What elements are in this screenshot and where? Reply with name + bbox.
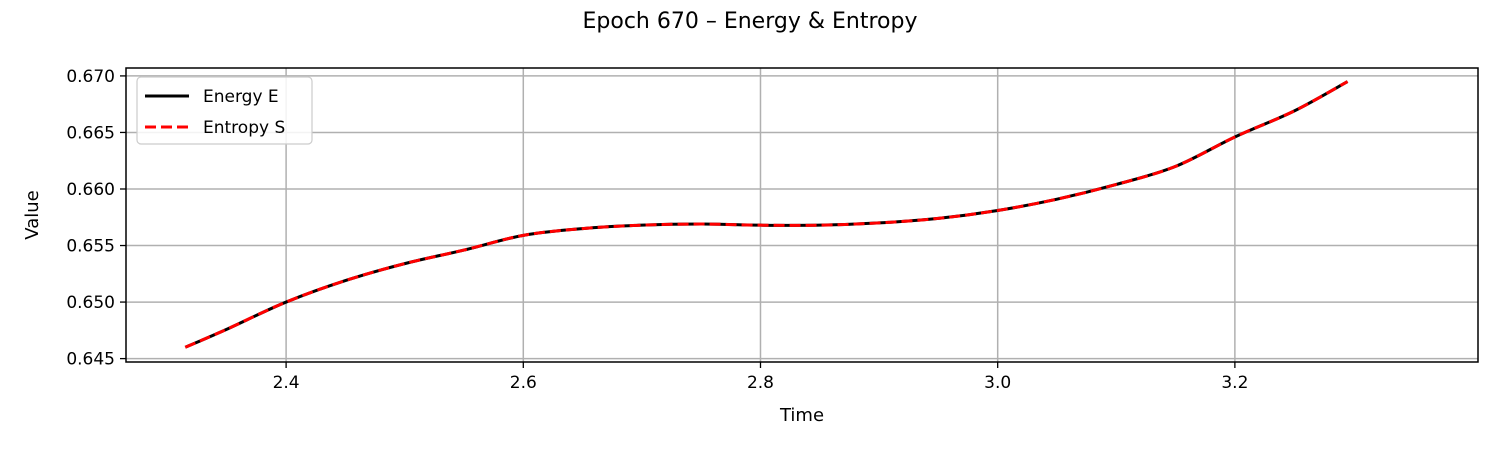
legend-label: Energy E	[203, 87, 279, 107]
x-tick-label: 2.8	[747, 373, 774, 393]
series-layer	[184, 80, 1349, 349]
y-tick-label: 0.670	[66, 67, 115, 87]
chart-title: Epoch 670 – Energy & Entropy	[583, 9, 918, 34]
y-axis-label: Value	[22, 190, 43, 239]
gridlines	[126, 68, 1478, 362]
y-axis-ticks: 0.645 0.650 0.655 0.660 0.665 0.670	[66, 67, 126, 370]
x-axis-ticks: 2.4 2.6 2.8 3.0 3.2	[273, 362, 1248, 393]
y-tick-label: 0.655	[66, 237, 115, 257]
y-tick-label: 0.665	[66, 123, 115, 143]
y-tick-label: 0.650	[66, 293, 115, 313]
legend: Energy E Entropy S	[136, 76, 313, 145]
y-tick-label: 0.660	[66, 180, 115, 200]
plot-frame	[125, 67, 1479, 363]
series-line-entropy-s	[184, 80, 1349, 349]
series-line-energy-e	[184, 80, 1349, 349]
x-axis-label: Time	[779, 405, 824, 426]
y-tick-label: 0.645	[66, 350, 115, 370]
x-tick-label: 3.0	[984, 373, 1011, 393]
legend-label: Entropy S	[203, 118, 285, 138]
x-tick-label: 2.6	[510, 373, 537, 393]
x-tick-label: 3.2	[1221, 373, 1248, 393]
x-tick-label: 2.4	[273, 373, 300, 393]
